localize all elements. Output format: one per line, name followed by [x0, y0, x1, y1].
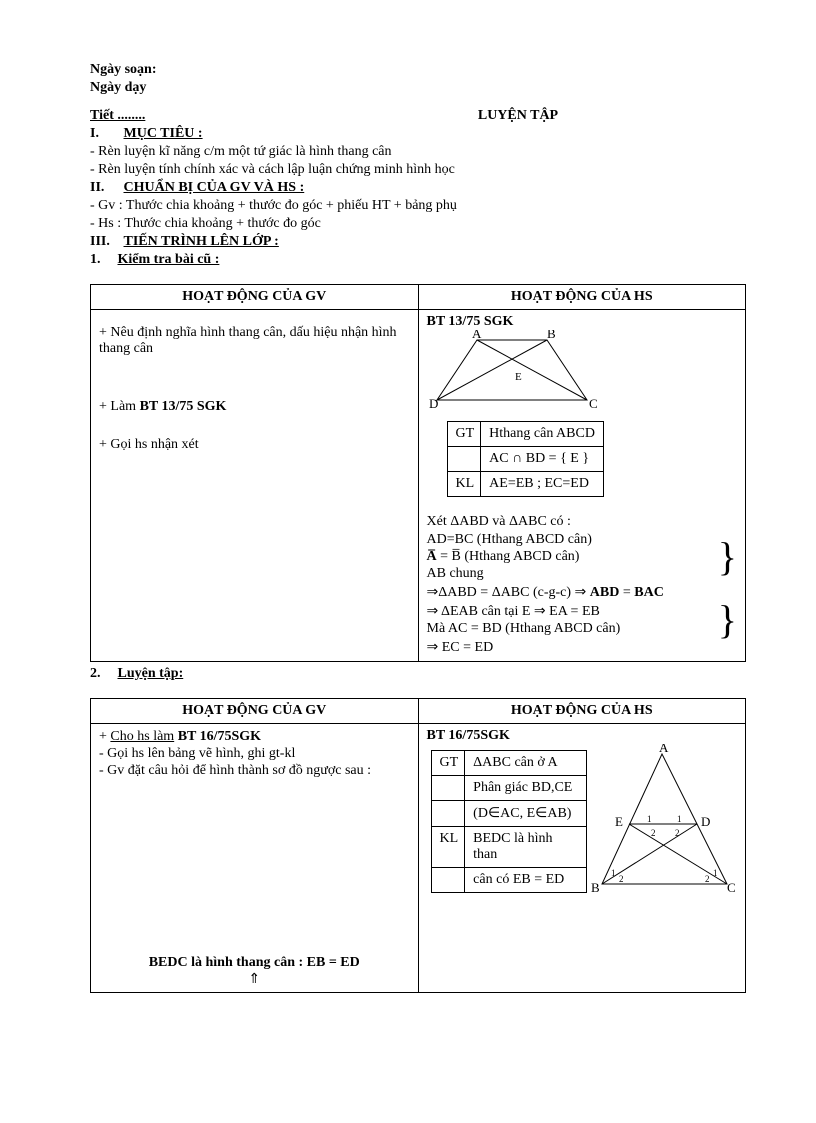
t1-gv-l2: + Làm + Làm BT 13/75 SGKBT 13/75 SGK [99, 399, 410, 415]
svg-text:B: B [547, 330, 556, 341]
t1-gv-cell: + Nêu định nghĩa hình thang cân, dấu hiệ… [91, 310, 419, 662]
svg-text:D: D [701, 814, 710, 829]
svg-text:B: B [591, 880, 600, 894]
gt-kl-table-2: GTΔABC cân ở A Phân giác BD,CE (D∈AC, E∈… [431, 750, 588, 893]
s3-title: TIẾN TRÌNH LÊN LỚP : [124, 234, 279, 249]
section-1: I. MỤC TIÊU : [90, 126, 746, 142]
s1-item-0: - Rèn luyện kĩ năng c/m một tứ giác là h… [90, 144, 746, 160]
triangle-diagram: A B C D E 1 1 2 2 1 2 1 2 [587, 744, 737, 894]
section-2: II. CHUẨN BỊ CỦA GV VÀ HS : [90, 180, 746, 196]
th-gv-2: HOẠT ĐỘNG CỦA GV [91, 699, 419, 724]
s2-item-0: - Gv : Thước chia khoảng + thước đo góc … [90, 198, 746, 214]
up-arrow-icon: ⇑ [91, 971, 418, 988]
svg-text:1: 1 [677, 814, 682, 824]
s2-item-1: - Hs : Thước chia khoảng + thước đo góc [90, 216, 746, 232]
svg-text:E: E [515, 371, 522, 383]
t1-hs-cell: BT 13/75 SGK A B C D E GTHthang cân ABCD… [418, 310, 746, 662]
t1-gv-l3: + Gọi hs nhận xét [99, 437, 410, 453]
lesson-title: LUYỆN TẬP [290, 108, 746, 124]
svg-text:2: 2 [675, 828, 680, 838]
th-hs-2: HOẠT ĐỘNG CỦA HS [418, 699, 746, 724]
t1-hs-title: BT 13/75 SGK [427, 314, 738, 330]
svg-text:A: A [472, 330, 482, 341]
t2-gv-l2: - Gọi hs lên bảng vẽ hình, ghi gt-kl [99, 746, 410, 762]
s32-title: Luyện tập: [118, 666, 184, 681]
svg-text:E: E [615, 814, 623, 829]
svg-text:2: 2 [619, 874, 624, 884]
trapezoid-diagram: A B C D E [427, 330, 607, 415]
t2-hs-cell: BT 16/75SGK GTΔABC cân ở A Phân giác BD,… [418, 724, 746, 993]
s31-num: 1. [90, 252, 114, 268]
svg-text:C: C [727, 880, 736, 894]
svg-text:2: 2 [651, 828, 656, 838]
gt-kl-table-1: GTHthang cân ABCD AC ∩ BD = { E } KLAE=E… [447, 421, 604, 497]
t2-gv-bottom: BEDC là hình thang cân : EB = ED [91, 955, 418, 971]
s1-title: MỤC TIÊU : [124, 126, 203, 141]
th-hs: HOẠT ĐỘNG CỦA HS [418, 285, 746, 310]
date-teach: Ngày dạy [90, 80, 746, 96]
svg-text:A: A [659, 744, 669, 755]
svg-text:2: 2 [705, 874, 710, 884]
svg-text:D: D [429, 396, 438, 411]
s2-title: CHUẨN BỊ CỦA GV VÀ HS : [124, 180, 305, 195]
s32-num: 2. [90, 666, 114, 682]
svg-text:1: 1 [647, 814, 652, 824]
s2-num: II. [90, 180, 120, 196]
section-3-2: 2. Luyện tập: [90, 666, 746, 682]
s1-item-1: - Rèn luyện tính chính xác và cách lập l… [90, 162, 746, 178]
svg-text:C: C [589, 396, 598, 411]
section-3: III. TIẾN TRÌNH LÊN LỚP : [90, 234, 746, 250]
s31-title: Kiểm tra bài cũ : [118, 252, 220, 267]
svg-text:1: 1 [611, 868, 616, 878]
tiet-label: Tiết ........ [90, 108, 290, 124]
activity-table-2: HOẠT ĐỘNG CỦA GV HOẠT ĐỘNG CỦA HS + Cho … [90, 698, 746, 993]
lesson-header: Tiết ........ LUYỆN TẬP [90, 108, 746, 124]
t2-gv-l3: - Gv đặt câu hỏi để hình thành sơ đồ ngư… [99, 763, 410, 779]
section-3-1: 1. Kiểm tra bài cũ : [90, 252, 746, 268]
th-gv: HOẠT ĐỘNG CỦA GV [91, 285, 419, 310]
proof-block-1: Xét ΔABD và ΔABC có : AD=BC (Hthang ABCD… [427, 514, 738, 656]
svg-text:1: 1 [713, 868, 718, 878]
s3-num: III. [90, 234, 120, 250]
t2-gv-l1: + Cho hs làm BT 16/75SGK [99, 729, 410, 745]
activity-table-1: HOẠT ĐỘNG CỦA GV HOẠT ĐỘNG CỦA HS + Nêu … [90, 284, 746, 662]
t2-hs-title: BT 16/75SGK [427, 728, 738, 744]
s1-num: I. [90, 126, 120, 142]
date-compose: Ngày soạn: [90, 62, 746, 78]
t2-gv-cell: + Cho hs làm BT 16/75SGK - Gọi hs lên bả… [91, 724, 419, 993]
t1-gv-l1: + Nêu định nghĩa hình thang cân, dấu hiệ… [99, 325, 410, 357]
